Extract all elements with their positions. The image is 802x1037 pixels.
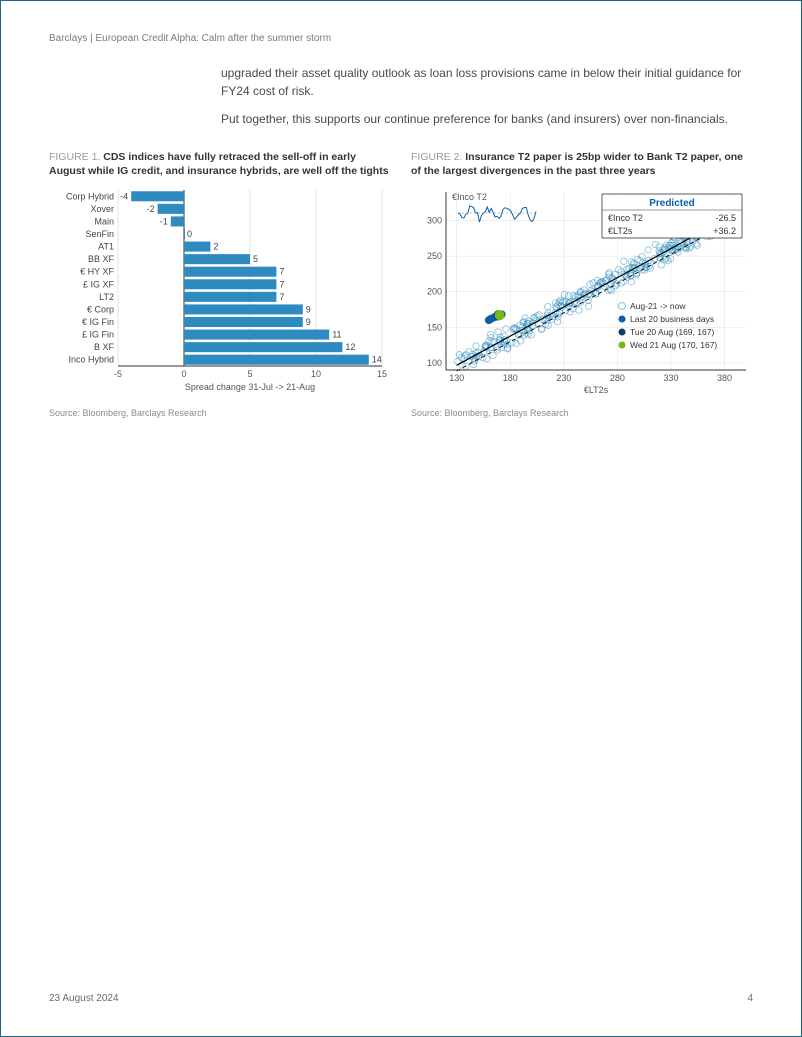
svg-text:€LT2s: €LT2s	[608, 226, 633, 236]
figure-2-chart: €Inco T2 130 180 230 280 330 380 100 150 200 250 30…	[411, 186, 753, 396]
svg-text:€Inco T2: €Inco T2	[608, 213, 643, 223]
svg-text:250: 250	[427, 251, 442, 261]
svg-text:10: 10	[311, 369, 321, 379]
figure-2: FIGURE 2. Insurance T2 paper is 25bp wid…	[411, 150, 753, 418]
svg-text:BB XF: BB XF	[88, 254, 115, 264]
svg-text:2: 2	[213, 242, 218, 252]
scatter-chart-svg: €Inco T2 130 180 230 280 330 380 100 150 200 250 30…	[411, 186, 753, 396]
figure-2-title: FIGURE 2. Insurance T2 paper is 25bp wid…	[411, 150, 753, 178]
svg-text:Xover: Xover	[90, 204, 114, 214]
svg-text:£ IG Fin: £ IG Fin	[82, 330, 114, 340]
page-footer: 23 August 2024 4	[49, 993, 753, 1004]
svg-text:-5: -5	[114, 369, 122, 379]
svg-text:Wed 21 Aug (170, 167): Wed 21 Aug (170, 167)	[630, 340, 717, 350]
paragraph-1: upgraded their asset quality outlook as …	[221, 64, 753, 100]
footer-date: 23 August 2024	[49, 993, 119, 1004]
svg-text:B XF: B XF	[94, 342, 115, 352]
svg-text:Corp Hybrid: Corp Hybrid	[66, 192, 114, 202]
figure-1-label: FIGURE 1.	[49, 151, 103, 163]
svg-text:7: 7	[279, 267, 284, 277]
svg-text:14: 14	[372, 355, 382, 365]
svg-text:+36.2: +36.2	[713, 226, 736, 236]
figure-1-source: Source: Bloomberg, Barclays Research	[49, 408, 391, 418]
paragraph-2: Put together, this supports our continue…	[221, 110, 753, 128]
svg-text:£ IG XF: £ IG XF	[83, 280, 115, 290]
body-text: upgraded their asset quality outlook as …	[1, 52, 801, 142]
figure-1-chart: -5 0 5 10 15 Spread change 31-Jul -> 21-Aug Co…	[49, 186, 391, 396]
svg-text:AT1: AT1	[98, 242, 114, 252]
footer-page: 4	[747, 993, 753, 1004]
svg-text:Aug-21 -> now: Aug-21 -> now	[630, 301, 686, 311]
svg-text:200: 200	[427, 287, 442, 297]
figure-1: FIGURE 1. CDS indices have fully retrace…	[49, 150, 391, 418]
svg-text:300: 300	[427, 216, 442, 226]
svg-text:0: 0	[181, 369, 186, 379]
svg-text:380: 380	[717, 373, 732, 383]
svg-text:9: 9	[306, 317, 311, 327]
svg-text:5: 5	[253, 254, 258, 264]
svg-text:-2: -2	[147, 204, 155, 214]
svg-text:230: 230	[556, 373, 571, 383]
svg-text:5: 5	[247, 369, 252, 379]
svg-text:Main: Main	[94, 217, 114, 227]
figures-row: FIGURE 1. CDS indices have fully retrace…	[1, 142, 801, 418]
svg-text:€Inco T2: €Inco T2	[452, 192, 487, 202]
figure-1-title: FIGURE 1. CDS indices have fully retrace…	[49, 150, 391, 178]
bar-chart-svg: -5 0 5 10 15 Spread change 31-Jul -> 21-Aug Co…	[49, 186, 391, 396]
svg-text:€ HY XF: € HY XF	[80, 267, 114, 277]
svg-text:Inco Hybrid: Inco Hybrid	[68, 355, 114, 365]
svg-text:12: 12	[345, 342, 355, 352]
svg-text:Tue 20 Aug (169, 167): Tue 20 Aug (169, 167)	[630, 327, 714, 337]
svg-text:9: 9	[306, 305, 311, 315]
svg-text:15: 15	[377, 369, 387, 379]
svg-text:LT2: LT2	[99, 292, 114, 302]
svg-text:-1: -1	[160, 217, 168, 227]
svg-text:11: 11	[332, 330, 341, 340]
svg-text:130: 130	[449, 373, 464, 383]
figure-2-source: Source: Bloomberg, Barclays Research	[411, 408, 753, 418]
svg-text:Last 20 business days: Last 20 business days	[630, 314, 714, 324]
svg-text:280: 280	[610, 373, 625, 383]
svg-text:-4: -4	[120, 192, 128, 202]
svg-text:Predicted: Predicted	[649, 198, 695, 209]
svg-text:€LT2s: €LT2s	[584, 385, 609, 395]
svg-text:330: 330	[663, 373, 678, 383]
svg-text:€ Corp: € Corp	[87, 305, 114, 315]
header-text: Barclays | European Credit Alpha: Calm a…	[49, 33, 331, 44]
svg-text:SenFin: SenFin	[85, 229, 114, 239]
svg-text:0: 0	[187, 229, 192, 239]
svg-text:7: 7	[279, 292, 284, 302]
svg-text:Spread change 31-Jul -> 21-Aug: Spread change 31-Jul -> 21-Aug	[185, 382, 315, 392]
svg-text:150: 150	[427, 323, 442, 333]
svg-text:100: 100	[427, 358, 442, 368]
svg-text:-26.5: -26.5	[715, 213, 736, 223]
svg-text:€ IG Fin: € IG Fin	[82, 317, 114, 327]
svg-text:7: 7	[279, 280, 284, 290]
figure-2-label: FIGURE 2.	[411, 151, 465, 163]
svg-text:180: 180	[503, 373, 518, 383]
page-header: Barclays | European Credit Alpha: Calm a…	[1, 1, 801, 52]
